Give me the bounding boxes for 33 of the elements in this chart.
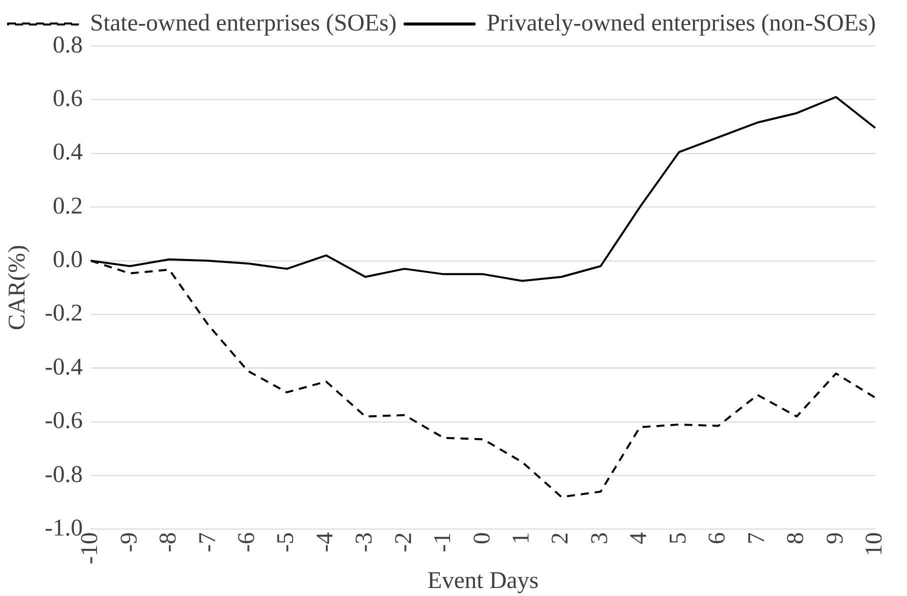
x-tick-label: 6 <box>704 532 731 544</box>
x-tick-label: 7 <box>744 532 770 544</box>
x-tick-label: -8 <box>156 532 182 552</box>
x-tick-label: -2 <box>390 532 417 552</box>
y-tick-label: -0.6 <box>44 408 83 434</box>
x-tick-label: 0 <box>469 532 496 544</box>
y-tick-label: -0.2 <box>44 300 83 327</box>
legend-label: Privately-owned enterprises (non-SOEs) <box>486 10 876 36</box>
x-tick-label: -1 <box>430 532 456 552</box>
x-tick-label: -5 <box>273 532 300 552</box>
x-tick-label: 2 <box>548 532 574 544</box>
y-tick-label: 0.6 <box>52 86 83 112</box>
x-tick-label: 9 <box>822 532 848 544</box>
x-tick-label: -9 <box>116 532 142 552</box>
x-tick-label: 4 <box>626 532 652 544</box>
x-tick-label: 3 <box>586 532 613 544</box>
x-tick-label: 10 <box>861 532 888 556</box>
x-tick-label: -7 <box>194 532 221 552</box>
y-tick-label: 0.0 <box>52 247 83 274</box>
x-tick-label: -3 <box>352 532 378 552</box>
x-tick-label: 5 <box>665 532 692 544</box>
x-tick-label: -4 <box>312 532 338 552</box>
x-tick-label: 1 <box>508 532 535 544</box>
legend-label: State-owned enterprises (SOEs) <box>90 10 397 36</box>
y-tick-label: -0.4 <box>44 354 83 380</box>
y-tick-label: 0.2 <box>52 193 83 220</box>
y-tick-label: 0.4 <box>52 140 83 166</box>
x-tick-label: -6 <box>234 532 260 552</box>
y-tick-label: 0.8 <box>52 32 83 58</box>
y-axis-title: CAR(%) <box>4 244 31 330</box>
x-axis-title: Event Days <box>427 568 539 594</box>
y-tick-label: -0.8 <box>44 462 83 488</box>
x-tick-label: 8 <box>783 532 810 544</box>
